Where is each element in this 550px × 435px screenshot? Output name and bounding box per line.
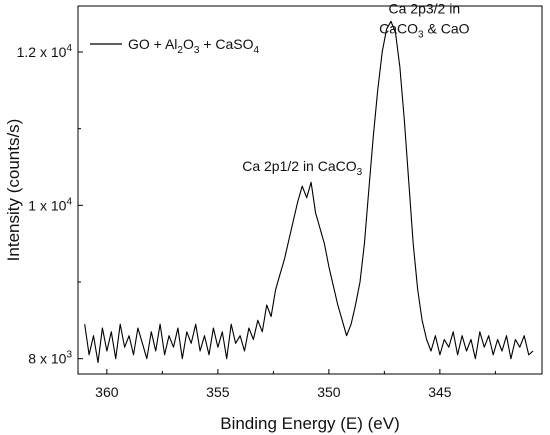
x-axis-label: Binding Energy (E) (eV) [220, 414, 400, 433]
x-tick-label: 345 [428, 384, 452, 400]
legend: GO + Al2​O3​ + CaSO4​ [90, 36, 260, 56]
annotation-ca-2p32-line: CaCO3​ & CaO [379, 21, 469, 41]
annotation-ca-2p12-line: Ca 2p1/2 in CaCO3​ [242, 158, 362, 178]
y-tick-label: 1.2 x 104​ [17, 43, 73, 60]
x-tick-label: 355 [206, 384, 230, 400]
x-tick-label: 360 [95, 384, 119, 400]
annotation-ca-2p32-line: Ca 2p3/2 in [389, 1, 461, 17]
series-line [84, 20, 534, 364]
y-axis-label: Intensity (counts/s) [4, 119, 23, 262]
x-axis-ticks: 360 355 350 345 [95, 369, 496, 400]
y-tick-label: 8 x 103​ [28, 350, 72, 367]
y-axis-ticks: 8 x 103​ 1 x 104​ 1.2 x 104​ [17, 43, 83, 367]
x-tick-label: 350 [317, 384, 341, 400]
annotations: Ca 2p1/2 in CaCO3​ Ca 2p3/2 in CaCO3​ & Ca… [242, 1, 469, 178]
legend-label: GO + Al2​O3​ + CaSO4​ [128, 36, 260, 56]
plot-frame [77, 5, 543, 375]
y-tick-label: 1 x 104​ [28, 196, 72, 213]
